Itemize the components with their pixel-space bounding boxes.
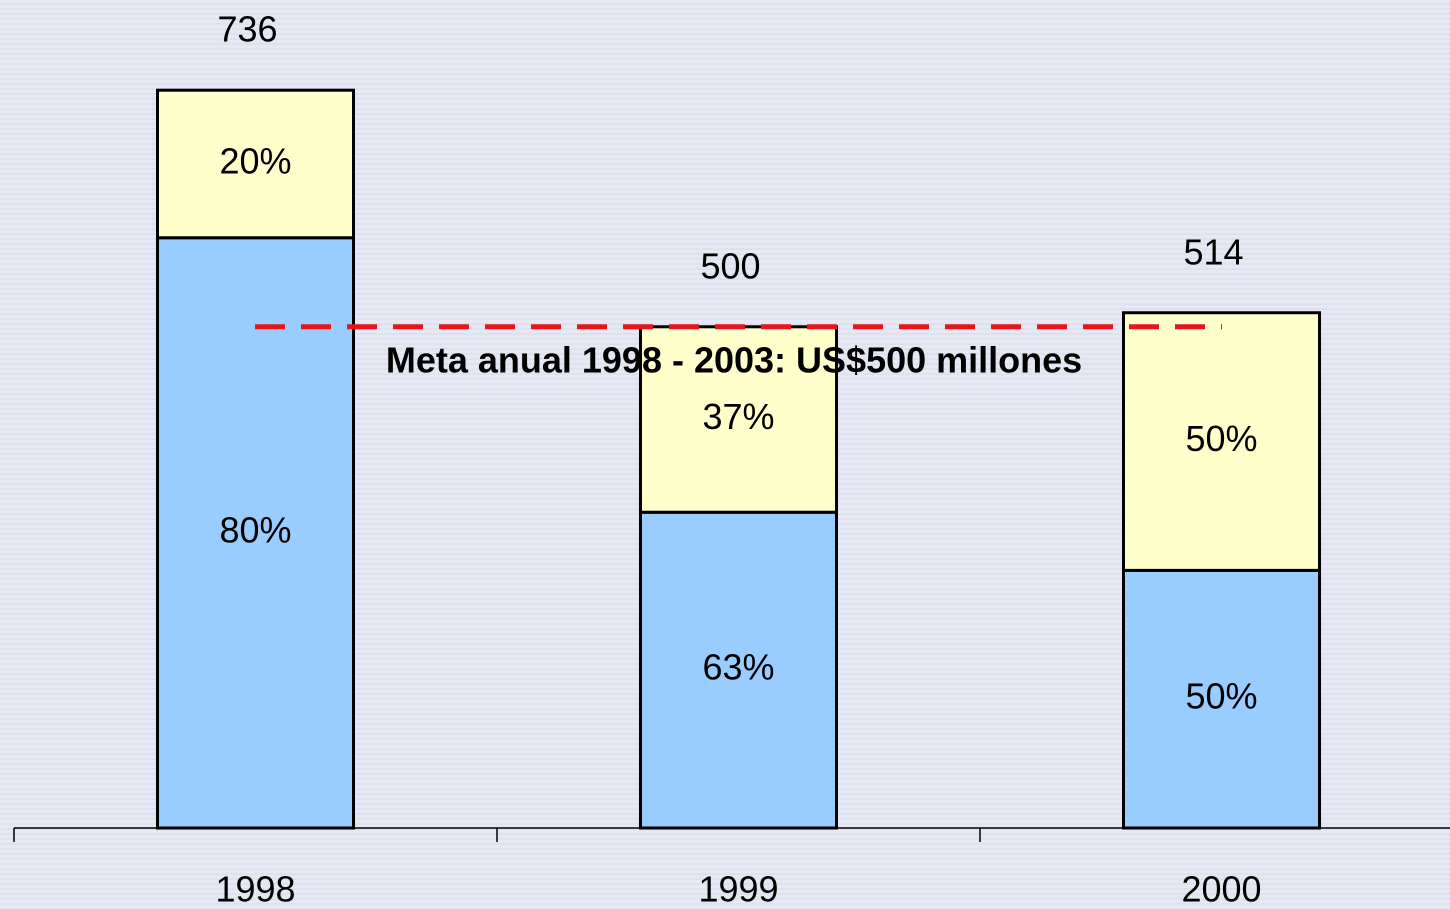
total-label: 736 [217,9,277,50]
bar-segment [156,236,355,830]
bar-segment [639,325,838,514]
bar-segment [1122,311,1321,572]
total-label: 514 [1183,231,1243,272]
bar-segment [1122,568,1321,830]
segment-label: 50% [1185,418,1257,459]
x-tick-label: 2000 [1181,869,1261,909]
total-label: 500 [700,245,760,286]
bar-segment [156,88,355,240]
segment-label: 20% [219,141,291,182]
target-label: Meta anual 1998 - 2003: US$500 millones [386,339,1082,380]
x-tick-label: 1998 [215,869,295,909]
x-tick-label: 1999 [698,869,778,909]
segment-label: 80% [219,509,291,550]
segment-label: 50% [1185,676,1257,717]
segment-label: 37% [702,396,774,437]
bar-segment [639,510,838,830]
segment-label: 63% [702,647,774,688]
